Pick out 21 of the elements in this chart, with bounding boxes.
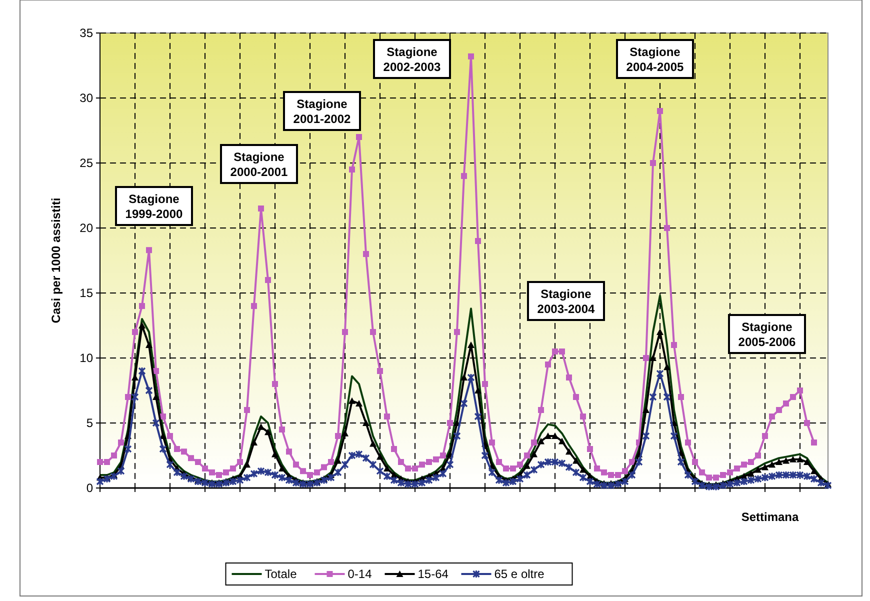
y-tick-label: 25 — [80, 156, 94, 170]
y-tick-label: 20 — [80, 221, 94, 236]
y-tick-label: 15 — [80, 286, 94, 300]
legend-label: Totale — [264, 567, 298, 582]
annotation: Stagione 1999-2000 — [125, 192, 184, 221]
legend-label: 0-14 — [348, 567, 372, 582]
y-tick-label: 30 — [80, 91, 94, 106]
x-axis-title: Settimana — [741, 510, 799, 524]
y-tick-label: 10 — [80, 351, 94, 366]
annotation: Stagione 2001-2002 — [293, 97, 352, 126]
y-tick-label: 0 — [86, 481, 94, 496]
annotation: Stagione 2003-2004 — [537, 287, 596, 316]
y-tick-label: 35 — [80, 26, 94, 40]
legend-label: 15-64 — [418, 567, 449, 582]
annotation: Stagione 2000-2001 — [230, 150, 288, 179]
y-axis-title: Casi per 1000 assistiti — [49, 198, 63, 324]
y-tick-label: 5 — [86, 416, 94, 430]
annotation: Stagione 2004-2005 — [626, 45, 684, 74]
annotation: Stagione 2002-2003 — [383, 45, 442, 74]
annotation: Stagione 2005-2006 — [738, 320, 796, 349]
legend-label: 65 e oltre — [494, 567, 545, 582]
